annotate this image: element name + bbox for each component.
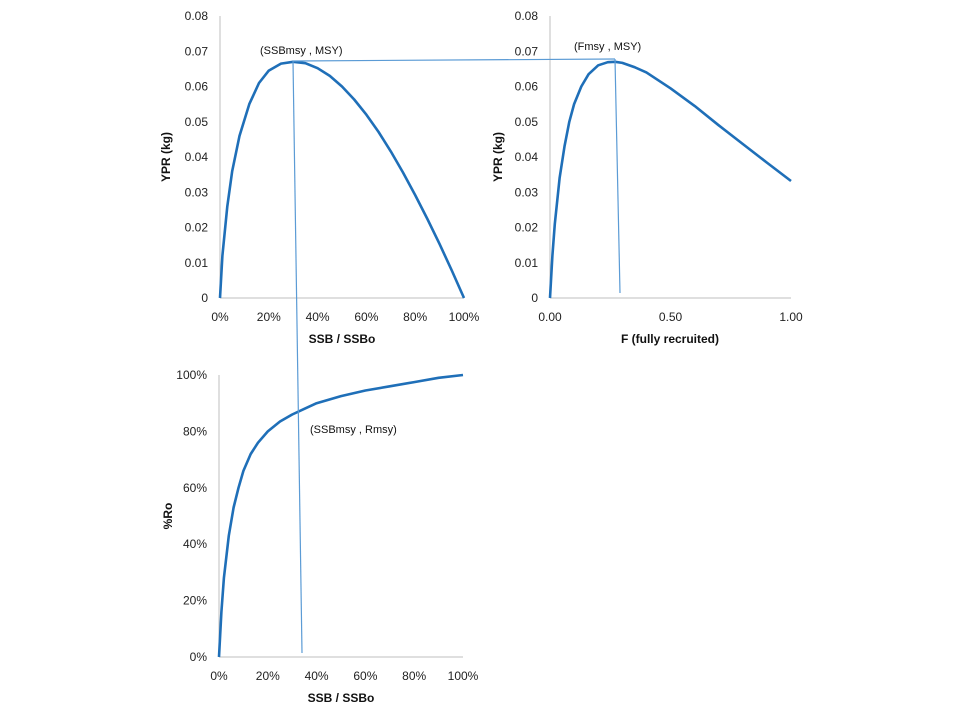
y-tick-label: 0.03 bbox=[515, 185, 539, 199]
guide-line-ssbmsy-vertical bbox=[292, 60, 303, 654]
x-tick-label: 60% bbox=[353, 669, 377, 683]
y-tick-label: 0.06 bbox=[185, 80, 209, 94]
y-tick-label: 0 bbox=[531, 291, 538, 305]
y-tick-label: 0.08 bbox=[515, 9, 539, 23]
y-tick-label: 100% bbox=[176, 368, 207, 382]
x-tick-label: 80% bbox=[403, 310, 427, 324]
x-tick-label: 100% bbox=[448, 669, 479, 683]
y-tick-label: 0.03 bbox=[185, 185, 209, 199]
annotation-fmsy-msy: (Fmsy , MSY) bbox=[574, 41, 641, 53]
y-tick-labels: 0 0.01 0.02 0.03 0.04 0.05 0.06 0.07 0.08 bbox=[515, 9, 539, 305]
y-tick-label: 0.02 bbox=[185, 221, 209, 235]
chart-ypr-vs-ssb: 0 0.01 0.02 0.03 0.04 0.05 0.06 0.07 0.08 0% 20% 4… bbox=[159, 9, 480, 346]
x-tick-label: 0.50 bbox=[659, 310, 683, 324]
x-tick-labels: 0.00 0.50 1.00 bbox=[538, 310, 803, 324]
y-tick-label: 0.07 bbox=[515, 44, 539, 58]
y-tick-label: 0.01 bbox=[515, 256, 539, 270]
guide-line-fmsy-vertical bbox=[614, 58, 621, 294]
y-tick-label: 80% bbox=[183, 424, 207, 438]
series-line-ypr-vs-f bbox=[548, 60, 792, 299]
guide-lines bbox=[292, 58, 621, 654]
y-tick-label: 0% bbox=[190, 650, 208, 664]
x-tick-label: 60% bbox=[354, 310, 378, 324]
y-tick-label: 0.04 bbox=[185, 150, 209, 164]
annotation-ssbmsy-msy: (SSBmsy , MSY) bbox=[260, 45, 343, 57]
guide-line-msy-horizontal bbox=[292, 58, 616, 62]
y-tick-labels: 0% 20% 40% 60% 80% 100% bbox=[176, 368, 207, 664]
y-tick-label: 0.05 bbox=[515, 115, 539, 129]
ylabel-ypr: YPR (kg) bbox=[159, 132, 173, 182]
y-tick-label: 0.08 bbox=[185, 9, 209, 23]
chart-ypr-vs-f: 00.010.020.030.040.050.060.070.08 0.00 0.… bbox=[491, 9, 803, 346]
y-tick-label: 0 bbox=[201, 291, 208, 305]
x-tick-label: 0% bbox=[210, 669, 228, 683]
y-tick-label: 0.01 bbox=[185, 256, 209, 270]
x-tick-label: 40% bbox=[305, 669, 329, 683]
x-tick-label: 0.00 bbox=[538, 310, 562, 324]
ylabel-ro: %Ro bbox=[161, 503, 175, 530]
x-tick-labels: 0% 20% 40% 60% 80% 100% bbox=[210, 669, 478, 683]
xlabel-ssb: SSB / SSBo bbox=[309, 332, 376, 346]
y-tick-label: 0.07 bbox=[185, 44, 209, 58]
x-tick-label: 0% bbox=[211, 310, 229, 324]
y-tick-label: 0.04 bbox=[515, 150, 539, 164]
x-tick-labels: 0% 20% 40% 60% 80% 100% bbox=[211, 310, 479, 324]
y-tick-label: 20% bbox=[183, 594, 207, 608]
x-tick-label: 1.00 bbox=[779, 310, 803, 324]
annotation-ssbmsy-rmsy: (SSBmsy , Rmsy) bbox=[310, 424, 397, 436]
series-line-ro-vs-ssb bbox=[217, 373, 464, 658]
x-tick-label: 20% bbox=[256, 669, 280, 683]
y-tick-label: 0.05 bbox=[185, 115, 209, 129]
y-tick-labels: 0 0.01 0.02 0.03 0.04 0.05 0.06 0.07 0.08 bbox=[185, 9, 209, 305]
chart-ro-vs-ssb: 0% 20% 40% 60% 80% 100% 0% 20% 40% 60% 80% 100% %R… bbox=[161, 368, 479, 705]
y-tick-label: 0.06 bbox=[515, 80, 539, 94]
ylabel-ypr: YPR (kg) bbox=[491, 132, 505, 182]
x-tick-label: 40% bbox=[306, 310, 330, 324]
xlabel-f: F (fully recruited) bbox=[621, 332, 719, 346]
y-tick-label: 0.02 bbox=[515, 221, 539, 235]
series-line-ypr-vs-ssb bbox=[218, 60, 466, 299]
x-tick-label: 100% bbox=[449, 310, 480, 324]
xlabel-ssb: SSB / SSBo bbox=[308, 691, 375, 705]
x-tick-label: 80% bbox=[402, 669, 426, 683]
x-tick-label: 20% bbox=[257, 310, 281, 324]
y-tick-label: 40% bbox=[183, 537, 207, 551]
y-tick-label: 60% bbox=[183, 481, 207, 495]
